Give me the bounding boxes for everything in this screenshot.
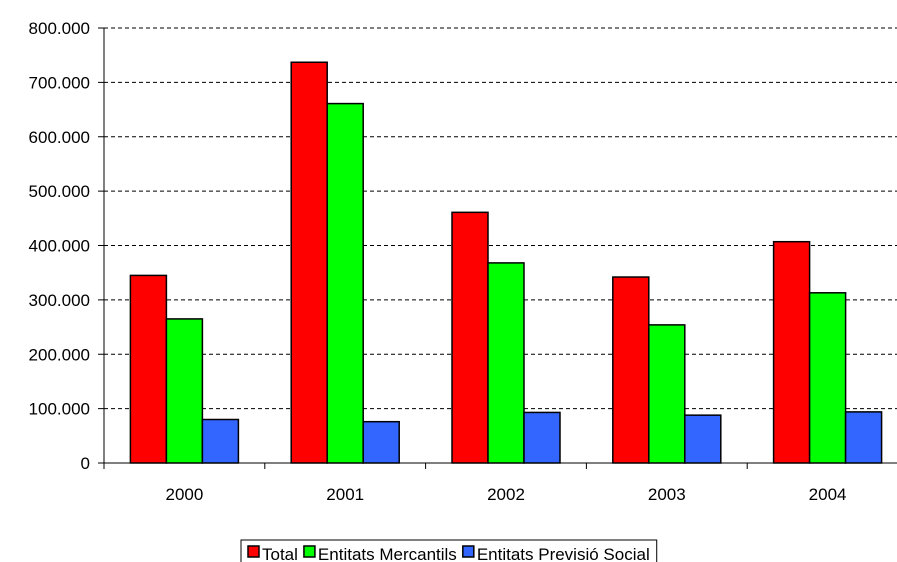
bar-total-2000 bbox=[129, 274, 168, 464]
bar-entitats-previsi-social-2001 bbox=[362, 420, 400, 464]
y-tick-label: 400.000 bbox=[29, 237, 90, 256]
y-tick-label: 700.000 bbox=[29, 73, 90, 92]
y-tick-label: 0 bbox=[81, 454, 90, 473]
x-tick-label: 2000 bbox=[165, 485, 203, 504]
legend-swatch bbox=[462, 545, 475, 558]
x-tick-label: 2001 bbox=[326, 485, 364, 504]
x-tick-label: 2002 bbox=[487, 485, 525, 504]
bar-total-2001 bbox=[290, 61, 328, 464]
legend-swatch bbox=[303, 545, 316, 558]
bar-entitats-mercantils-2002 bbox=[487, 262, 525, 464]
bar-total-2002 bbox=[451, 211, 489, 464]
legend-swatch bbox=[247, 545, 260, 558]
bar-entitats-previsi-social-2004 bbox=[844, 411, 883, 464]
bar-total-2003 bbox=[612, 276, 650, 464]
bar-entitats-mercantils-2004 bbox=[808, 292, 847, 464]
x-tick-labels: 2000 2001 2002 2003 2004 bbox=[165, 485, 846, 504]
x-tick-label: 2004 bbox=[809, 485, 847, 504]
y-tick-labels: 0 100.000 200.000 300.000 400.000 500.000 600.… bbox=[29, 19, 90, 473]
legend-label: Total bbox=[262, 545, 298, 562]
bar-total-2004 bbox=[772, 240, 811, 464]
y-tick-label: 200.000 bbox=[29, 345, 90, 364]
bar-entitats-mercantils-2000 bbox=[165, 318, 204, 464]
legend-label: Entitats Previsió Social bbox=[477, 545, 650, 562]
legend-box bbox=[240, 539, 658, 562]
bar-entitats-mercantils-2001 bbox=[326, 102, 364, 464]
bar-entitats-mercantils-2003 bbox=[648, 324, 686, 464]
y-tick-label: 500.000 bbox=[29, 182, 90, 201]
bar-entitats-previsi-social-2002 bbox=[523, 411, 561, 464]
legend: Total Entitats Mercantils Entitats Previsi… bbox=[240, 539, 658, 562]
y-tick-label: 800.000 bbox=[29, 19, 90, 38]
legend-label: Entitats Mercantils bbox=[318, 545, 457, 562]
y-tick-label: 100.000 bbox=[29, 400, 90, 419]
bars bbox=[129, 61, 883, 464]
y-tick-label: 600.000 bbox=[29, 128, 90, 147]
bar-entitats-previsi-social-2000 bbox=[201, 418, 240, 464]
bar-entitats-previsi-social-2003 bbox=[684, 414, 722, 464]
x-tick-label: 2003 bbox=[648, 485, 686, 504]
axes bbox=[103, 28, 897, 464]
y-tick-label: 300.000 bbox=[29, 291, 90, 310]
